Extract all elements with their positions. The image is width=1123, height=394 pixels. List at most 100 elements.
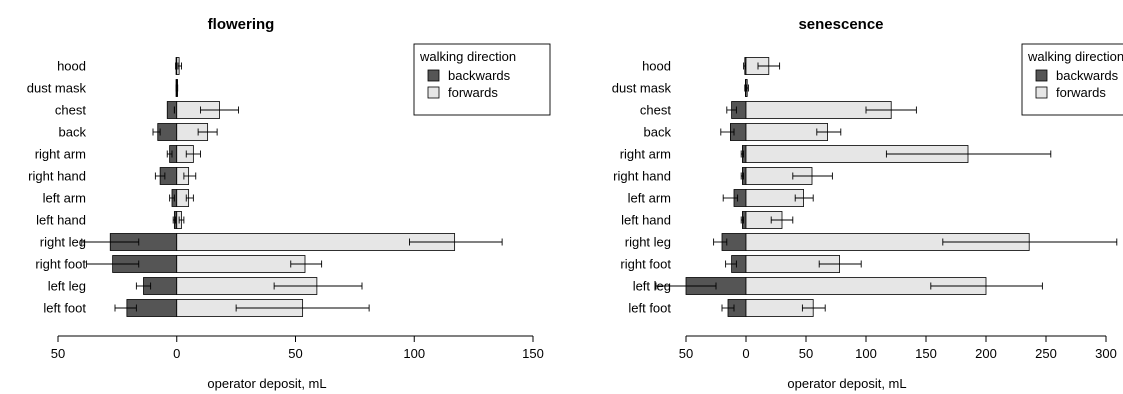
category-label: right leg — [40, 235, 86, 250]
error-bar — [794, 194, 814, 202]
category-label: right arm — [620, 147, 671, 162]
x-tick-label: 0 — [173, 346, 180, 361]
error-bar — [930, 282, 1043, 290]
category-label: dust mask — [612, 81, 672, 96]
category-label: chest — [55, 103, 86, 118]
error-bar — [166, 150, 173, 158]
error-bar — [169, 194, 175, 202]
error-bar — [740, 150, 745, 158]
error-bar — [172, 216, 177, 224]
error-bar — [725, 260, 737, 268]
error-bar — [792, 172, 833, 180]
error-bar — [801, 304, 826, 312]
x-tick-label: 300 — [1095, 346, 1117, 361]
legend-title: walking direction — [1027, 49, 1123, 64]
forwards-bar — [745, 123, 828, 141]
error-bar — [114, 304, 137, 312]
x-tick-label: 250 — [1035, 346, 1057, 361]
category-label: hood — [642, 59, 671, 74]
legend-title: walking direction — [419, 49, 516, 64]
error-bar — [757, 62, 781, 70]
error-bar — [744, 84, 747, 92]
error-bar — [154, 172, 166, 180]
category-label: right leg — [625, 235, 671, 250]
legend-label-forwards: forwards — [1056, 85, 1106, 100]
category-label: left arm — [43, 191, 86, 206]
category-label: back — [59, 125, 87, 140]
x-tick-label: 50 — [799, 346, 813, 361]
chart-title: senescence — [798, 16, 883, 33]
x-tick-label: 200 — [975, 346, 997, 361]
error-bar — [743, 62, 746, 70]
error-bar — [713, 238, 728, 246]
category-label: left foot — [628, 301, 671, 316]
error-bar — [135, 282, 152, 290]
x-tick-label: 150 — [915, 346, 937, 361]
error-bar — [86, 260, 140, 268]
legend-swatch-backwards — [427, 69, 440, 82]
error-bar — [185, 194, 194, 202]
legend-box — [1021, 43, 1123, 116]
error-bar — [409, 238, 503, 246]
legend-label-backwards: backwards — [448, 68, 511, 83]
legend-label-forwards: forwards — [448, 85, 498, 100]
error-bar — [885, 150, 1052, 158]
category-label: right hand — [613, 169, 671, 184]
error-bar — [177, 62, 182, 70]
category-label: left leg — [633, 279, 671, 294]
backwards-bar — [166, 101, 178, 119]
category-label: left foot — [43, 301, 86, 316]
error-bar — [290, 260, 323, 268]
category-label: left leg — [48, 279, 86, 294]
error-bar — [185, 150, 201, 158]
error-bar — [178, 216, 185, 224]
legend-swatch-forwards — [1035, 86, 1048, 99]
chart-title: flowering — [208, 16, 275, 33]
chart-senescence: senescence hood dust mask chest back right a… — [612, 16, 1123, 391]
x-tick-label: 0 — [742, 346, 749, 361]
error-bar — [746, 84, 749, 92]
error-bar — [942, 238, 1118, 246]
category-label: left hand — [621, 213, 671, 228]
x-tick-label: 100 — [855, 346, 877, 361]
forwards-bar — [176, 255, 306, 273]
error-bar — [722, 194, 739, 202]
error-bar — [740, 216, 745, 224]
error-bar — [183, 172, 197, 180]
legend: walking direction backwards forwards — [1021, 43, 1123, 116]
category-label: right foot — [35, 257, 86, 272]
error-bar — [818, 260, 862, 268]
error-bar — [81, 238, 140, 246]
error-bar — [235, 304, 370, 312]
error-bar — [720, 128, 735, 136]
category-label: right foot — [620, 257, 671, 272]
category-label: right hand — [28, 169, 86, 184]
legend-label-backwards: backwards — [1056, 68, 1119, 83]
x-axis-label: operator deposit, mL — [787, 376, 906, 391]
category-label: back — [644, 125, 672, 140]
error-bar — [200, 106, 239, 114]
category-label: left arm — [628, 191, 671, 206]
error-bar — [816, 128, 842, 136]
x-tick-label: 150 — [522, 346, 544, 361]
error-bar — [273, 282, 363, 290]
error-bar — [655, 282, 717, 290]
error-bar — [721, 304, 735, 312]
legend-swatch-backwards — [1035, 69, 1048, 82]
error-bar — [865, 106, 917, 114]
error-bar — [152, 128, 161, 136]
category-label: right arm — [35, 147, 86, 162]
category-label: left hand — [36, 213, 86, 228]
chart-flowering: flowering hood dust mask chest back right ar… — [27, 16, 551, 391]
backwards-bar — [157, 123, 178, 141]
x-tick-label: 50 — [51, 346, 65, 361]
error-bar — [740, 172, 745, 180]
x-tick-label: 50 — [679, 346, 693, 361]
x-axis: 50 0 50 100 150 — [51, 335, 544, 361]
x-axis: 50 0 50 100 150 200 250 300 — [679, 335, 1117, 361]
error-bar — [726, 106, 737, 114]
category-label: chest — [640, 103, 671, 118]
x-axis-label: operator deposit, mL — [207, 376, 326, 391]
category-label: dust mask — [27, 81, 87, 96]
